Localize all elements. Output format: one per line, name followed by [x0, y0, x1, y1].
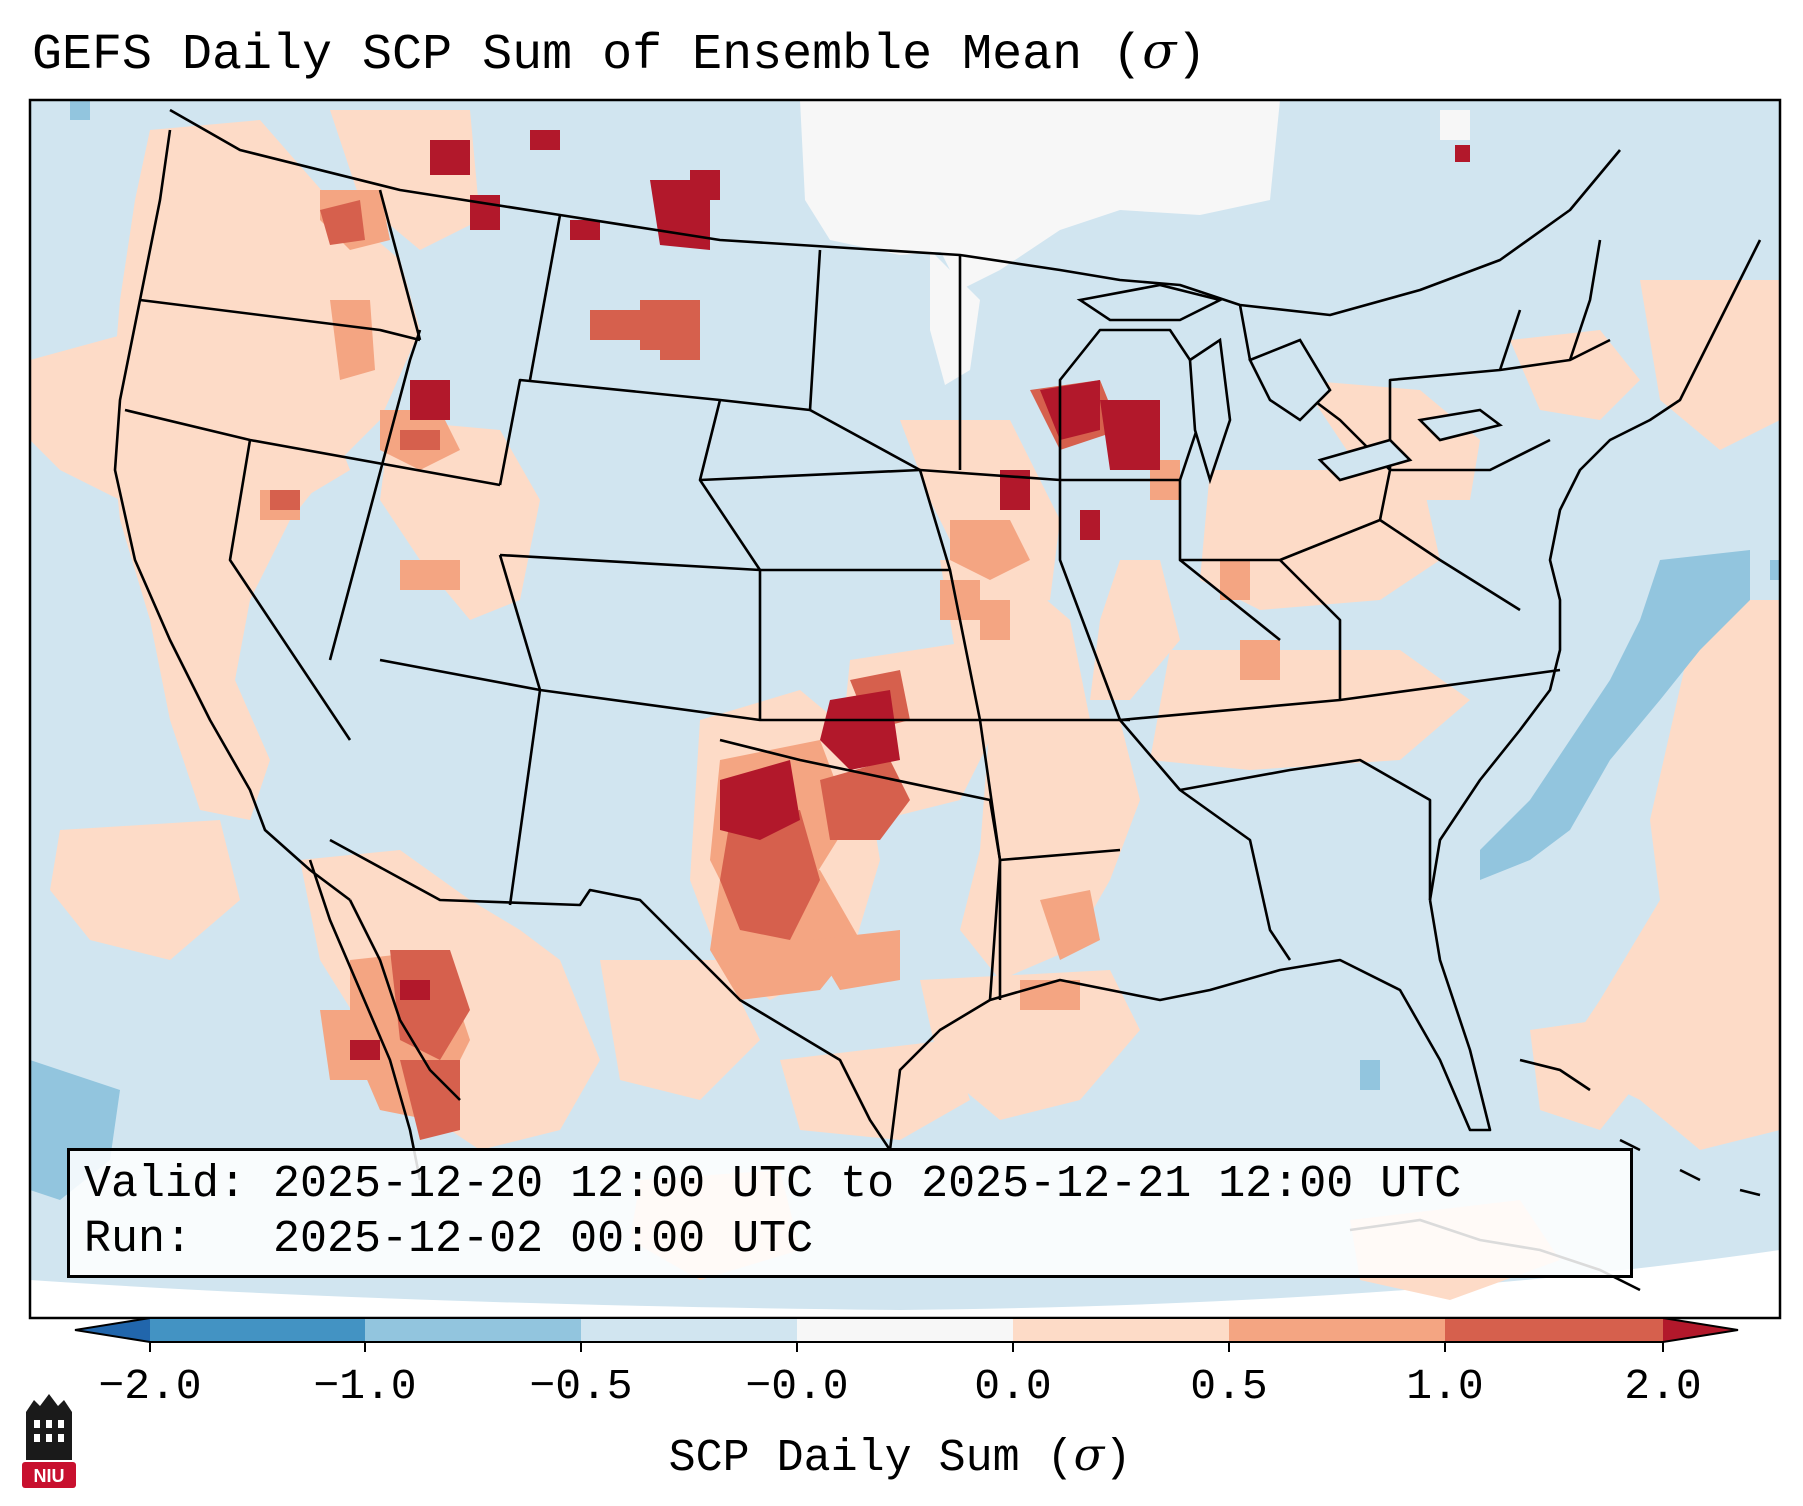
colorbar-under	[75, 1318, 150, 1342]
colorbar-ticks	[149, 1342, 1664, 1352]
niu-logo: NIU	[22, 1394, 76, 1488]
projection-edge	[30, 1250, 1780, 1318]
svg-text:NIU: NIU	[34, 1466, 65, 1486]
positive-extreme-regions	[350, 130, 1470, 1060]
colorbar-seg-4	[797, 1318, 1013, 1342]
colorbar	[74, 1317, 1739, 1352]
colorbar-over	[1663, 1318, 1738, 1342]
colorbar-seg-2	[365, 1318, 581, 1342]
valid-run-info-box: Valid: 2025-12-20 12:00 UTC to 2025-12-2…	[67, 1148, 1633, 1278]
colorbar-tick-label: −0.5	[529, 1362, 633, 1411]
near-zero-regions	[800, 100, 1470, 385]
colorbar-label: SCP Daily Sum (σ)	[668, 1428, 1132, 1484]
colorbar-seg-7	[1445, 1318, 1663, 1342]
great-lakes	[1076, 283, 1503, 485]
colorbar-tick-label: −2.0	[98, 1362, 202, 1411]
valid-label: Valid:	[84, 1159, 247, 1210]
colorbar-tick-label: 0.5	[1190, 1362, 1268, 1411]
valid-row: Valid: 2025-12-20 12:00 UTC to 2025-12-2…	[84, 1157, 1630, 1212]
mexico-coast	[348, 899, 461, 1101]
run-label: Run:	[84, 1214, 193, 1265]
colorbar-seg-5	[1013, 1318, 1229, 1342]
run-row: Run: 2025-12-02 00:00 UTC	[84, 1212, 1630, 1267]
chart-title: GEFS Daily SCP Sum of Ensemble Mean (σ)	[32, 22, 1207, 84]
colorbar-tick-label: 0.0	[974, 1362, 1052, 1411]
colorbar-tick-label: 1.0	[1406, 1362, 1484, 1411]
state-borders	[113, 108, 1762, 1151]
colorbar-seg-3	[581, 1318, 797, 1342]
run-value: 2025-12-02 00:00 UTC	[273, 1214, 814, 1265]
colorbar-tick-label: 2.0	[1624, 1362, 1702, 1411]
valid-value: 2025-12-20 12:00 UTC to 2025-12-21 12:00…	[273, 1159, 1462, 1210]
colorbar-seg-1	[150, 1318, 365, 1342]
colorbar-tick-label: −0.0	[745, 1362, 849, 1411]
colorbar-tick-label: −1.0	[313, 1362, 417, 1411]
colorbar-seg-6	[1229, 1318, 1445, 1342]
baja-coast	[308, 859, 422, 1181]
